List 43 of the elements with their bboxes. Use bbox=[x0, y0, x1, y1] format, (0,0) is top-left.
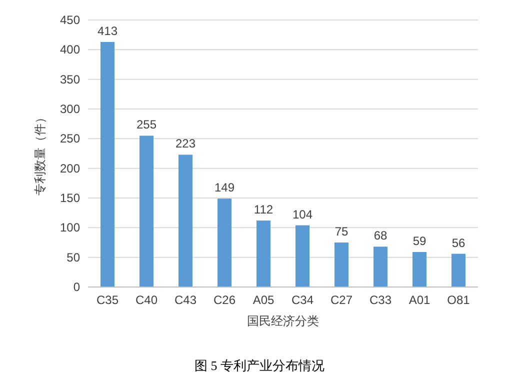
y-tick-label: 400 bbox=[60, 42, 80, 57]
x-axis-title: 国民经济分类 bbox=[247, 314, 319, 328]
data-label: 112 bbox=[254, 202, 274, 217]
x-tick-label: C26 bbox=[213, 293, 236, 307]
bar bbox=[412, 252, 427, 287]
y-tick-label: 0 bbox=[73, 280, 80, 294]
data-label: 59 bbox=[412, 234, 426, 248]
y-tick-label: 150 bbox=[60, 191, 80, 205]
bar bbox=[256, 220, 271, 287]
y-tick-label: 350 bbox=[60, 72, 80, 86]
data-label: 68 bbox=[374, 228, 388, 243]
bar bbox=[295, 225, 310, 287]
bar bbox=[217, 198, 232, 287]
data-label: 75 bbox=[334, 224, 348, 238]
x-tick-label: C34 bbox=[291, 293, 314, 307]
y-tick-label: 50 bbox=[66, 250, 80, 264]
x-tick-label: A05 bbox=[252, 293, 274, 307]
data-label: 56 bbox=[452, 236, 466, 250]
x-tick-label: O81 bbox=[447, 293, 470, 307]
data-label: 413 bbox=[97, 24, 118, 38]
y-axis-title: 专利数量（件） bbox=[33, 112, 47, 196]
data-label: 223 bbox=[175, 136, 196, 151]
bar bbox=[373, 246, 388, 287]
x-tick-label: C27 bbox=[330, 293, 353, 307]
bar bbox=[100, 42, 115, 287]
bar bbox=[334, 242, 349, 287]
caption: 图 5 专利产业分布情况 bbox=[194, 358, 324, 373]
y-tick-label: 450 bbox=[60, 13, 80, 27]
data-label: 149 bbox=[214, 180, 235, 195]
x-tick-label: A01 bbox=[408, 293, 430, 307]
y-tick-label: 300 bbox=[60, 102, 80, 116]
x-tick-label: C35 bbox=[96, 293, 119, 307]
bar bbox=[178, 154, 193, 287]
bar bbox=[139, 136, 154, 287]
y-tick-label: 250 bbox=[60, 132, 80, 146]
data-label: 255 bbox=[136, 118, 157, 132]
y-tick-label: 200 bbox=[60, 161, 80, 176]
data-label: 104 bbox=[292, 207, 313, 222]
x-tick-label: C40 bbox=[135, 293, 158, 307]
x-tick-label: C43 bbox=[174, 293, 197, 307]
bar bbox=[451, 254, 466, 287]
y-tick-label: 100 bbox=[60, 220, 80, 235]
x-tick-label: C33 bbox=[369, 293, 392, 307]
